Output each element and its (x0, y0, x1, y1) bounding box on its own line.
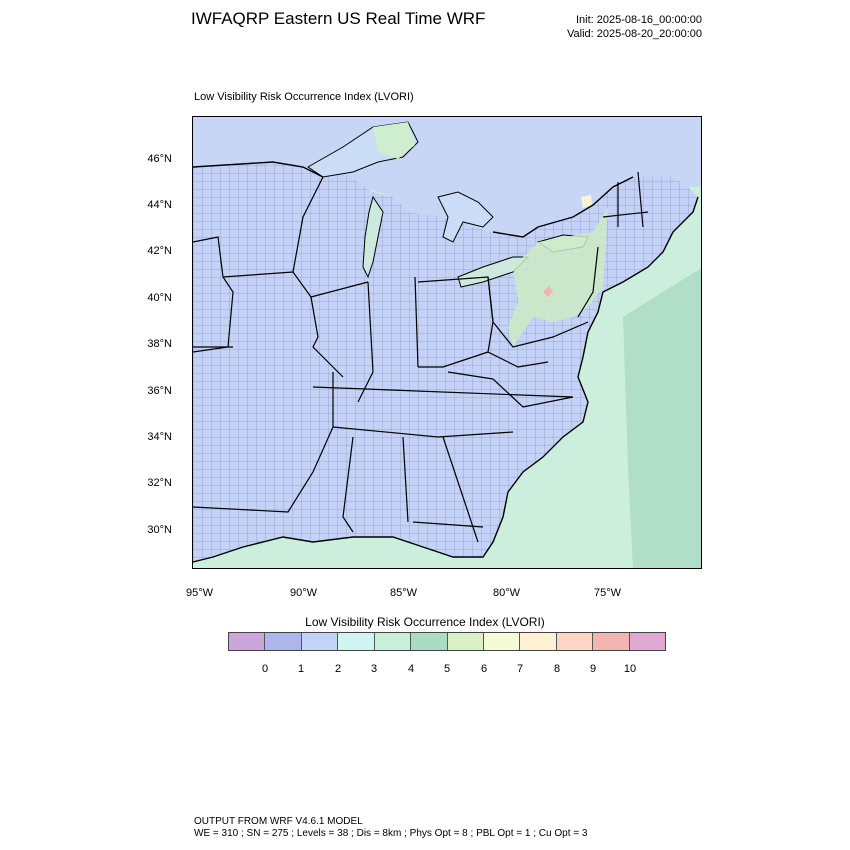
legend-swatch (265, 633, 302, 650)
weather-map (192, 116, 702, 569)
legend-tick-4: 4 (407, 663, 415, 675)
model-info-line1: OUTPUT FROM WRF V4.6.1 MODEL (194, 816, 363, 827)
legend-swatch (629, 633, 666, 650)
legend-swatch (229, 633, 266, 650)
lon-label-75: 75°W (594, 587, 622, 599)
legend-tick-3: 3 (370, 663, 378, 675)
lake-superior-high-risk (373, 122, 415, 159)
legend-tick-10: 10 (623, 663, 637, 675)
map-svg (193, 117, 701, 568)
legend-tick-9: 9 (589, 663, 597, 675)
lat-label-38: 38°N (147, 338, 172, 350)
legend-title: Low Visibility Risk Occurrence Index (LV… (305, 615, 545, 629)
lat-label-34: 34°N (147, 431, 172, 443)
model-info: OUTPUT FROM WRF V4.6.1 MODEL WE = 310 ; … (194, 816, 587, 840)
legend-swatch (374, 633, 412, 650)
legend-swatch (338, 633, 375, 650)
legend-tick-7: 7 (516, 663, 524, 675)
lat-label-42: 42°N (147, 245, 172, 257)
model-info-line2: WE = 310 ; SN = 275 ; Levels = 38 ; Dis … (194, 828, 588, 839)
valid-time: Valid: 2025-08-20_20:00:00 (567, 28, 702, 40)
legend-swatch (483, 633, 521, 650)
legend-swatch (447, 633, 484, 650)
lat-label-44: 44°N (147, 199, 172, 211)
legend-swatch (301, 633, 339, 650)
lat-label-32: 32°N (147, 477, 172, 489)
high-risk-area (508, 207, 608, 347)
lon-label-80: 80°W (493, 587, 521, 599)
legend-swatch (593, 633, 630, 650)
init-time: Init: 2025-08-16_00:00:00 (576, 14, 702, 26)
legend-swatch (411, 633, 448, 650)
lat-label-40: 40°N (147, 292, 172, 304)
lon-label-85: 85°W (390, 587, 418, 599)
legend-tick-5: 5 (443, 663, 451, 675)
peak-risk-spot (543, 286, 553, 297)
lat-label-36: 36°N (147, 385, 172, 397)
legend-tick-2: 2 (334, 663, 342, 675)
time-info: Init: 2025-08-16_00:00:00 Valid: 2025-08… (567, 13, 702, 41)
legend-swatch (520, 633, 557, 650)
legend-swatch (556, 633, 594, 650)
peak-risk-spot-2 (581, 195, 592, 208)
legend-tick-0: 0 (261, 663, 269, 675)
legend-tick-1: 1 (297, 663, 305, 675)
state-boundaries (193, 171, 649, 543)
legend-colorbar (228, 632, 666, 651)
map-subtitle: Low Visibility Risk Occurrence Index (LV… (194, 91, 414, 103)
lat-label-30: 30°N (147, 524, 172, 536)
lat-label-46: 46°N (147, 153, 172, 165)
legend-tick-8: 8 (553, 663, 561, 675)
lon-label-95: 95°W (186, 587, 214, 599)
lake-huron (437, 191, 494, 243)
lon-label-90: 90°W (290, 587, 318, 599)
canada-land (193, 117, 701, 237)
coastline (193, 196, 699, 563)
canada-border (193, 161, 634, 238)
legend-tick-6: 6 (480, 663, 488, 675)
ocean-deep-area (623, 268, 701, 568)
page-title: IWFAQRP Eastern US Real Time WRF (191, 9, 486, 28)
lake-michigan (362, 195, 384, 279)
